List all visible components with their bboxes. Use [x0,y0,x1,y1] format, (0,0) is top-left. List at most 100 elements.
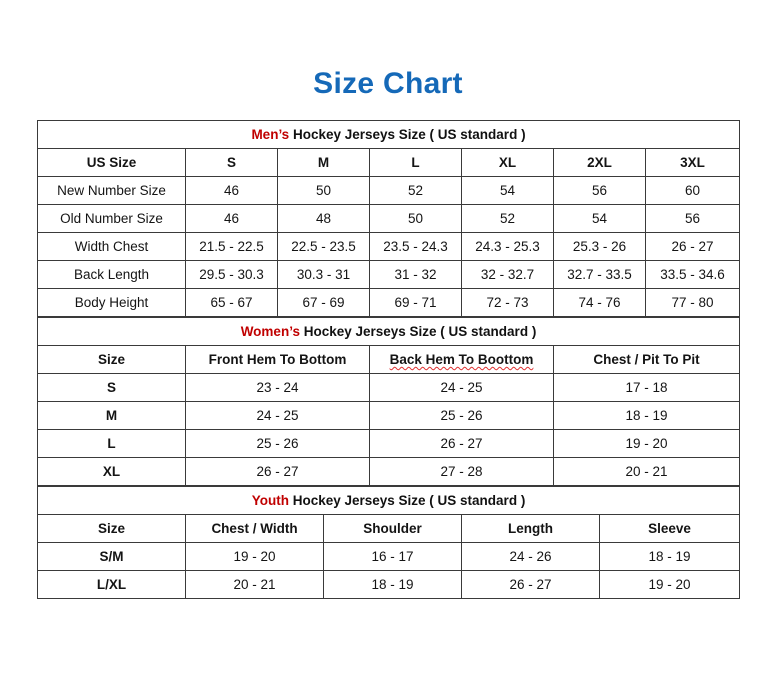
cell: 19 - 20 [598,570,741,599]
cell: 52 [369,176,462,205]
cell: 26 - 27 [461,570,600,599]
mens-col-header: S [185,148,278,177]
cell: 46 [185,204,278,233]
mens-col-header: US Size [37,148,186,177]
womens-col-header: Size [37,345,186,374]
row-label: M [37,401,186,430]
cell: 22.5 - 23.5 [277,232,370,261]
mens-col-header: XL [461,148,554,177]
cell: 23.5 - 24.3 [369,232,462,261]
youth-header-rest: Hockey Jerseys Size ( US standard ) [288,493,526,508]
cell: 17 - 18 [553,373,740,402]
cell: 60 [645,176,740,205]
mens-header-highlight: Men’s [251,127,290,142]
cell: 26 - 27 [369,429,554,458]
womens-section-header: Women’s Hockey Jerseys Size ( US standar… [37,317,740,346]
womens-column-header-row: Size Front Hem To Bottom Back Hem To Boo… [37,345,740,374]
cell: 26 - 27 [185,457,370,486]
youth-section-header-row: Youth Hockey Jerseys Size ( US standard … [36,486,741,515]
cell: 25 - 26 [369,401,554,430]
cell: 21.5 - 22.5 [185,232,278,261]
cell: 18 - 19 [553,401,740,430]
cell: 46 [185,176,278,205]
cell: 31 - 32 [369,260,462,289]
cell: 54 [553,204,646,233]
youth-header-highlight: Youth [251,493,289,508]
mens-column-header-row: US Size S M L XL 2XL 3XL [37,148,740,177]
table-row: Width Chest 21.5 - 22.5 22.5 - 23.5 23.5… [37,232,740,261]
cell: 56 [553,176,646,205]
cell: 19 - 20 [185,542,324,571]
cell: 27 - 28 [369,457,554,486]
mens-col-header: M [277,148,370,177]
mens-col-header: L [369,148,462,177]
cell: 50 [369,204,462,233]
mens-size-table: Men’s Hockey Jerseys Size ( US standard … [37,120,740,317]
womens-header-rest: Hockey Jerseys Size ( US standard ) [299,324,537,339]
row-label: Back Length [37,260,186,289]
cell: 24 - 26 [461,542,600,571]
mens-col-header: 3XL [645,148,740,177]
table-row: Back Length 29.5 - 30.3 30.3 - 31 31 - 3… [37,260,740,289]
youth-col-header: Sleeve [598,514,741,543]
womens-section-header-row: Women’s Hockey Jerseys Size ( US standar… [37,317,740,346]
page-title: Size Chart [313,67,463,100]
womens-col-header: Front Hem To Bottom [185,345,370,374]
cell: 74 - 76 [553,288,646,317]
row-label: Width Chest [37,232,186,261]
cell: 23 - 24 [185,373,370,402]
youth-section-header: Youth Hockey Jerseys Size ( US standard … [36,486,741,515]
row-label: Old Number Size [37,204,186,233]
cell: 26 - 27 [645,232,740,261]
cell: 30.3 - 31 [277,260,370,289]
table-row: S 23 - 24 24 - 25 17 - 18 [37,373,740,402]
mens-section-header: Men’s Hockey Jerseys Size ( US standard … [37,120,740,149]
cell: 52 [461,204,554,233]
cell: 32 - 32.7 [461,260,554,289]
cell: 18 - 19 [323,570,462,599]
cell: 20 - 21 [553,457,740,486]
cell: 29.5 - 30.3 [185,260,278,289]
cell: 18 - 19 [598,542,741,571]
womens-col-header: Back Hem To Boottom [369,345,554,374]
youth-col-header: Shoulder [323,514,462,543]
cell: 69 - 71 [369,288,462,317]
cell: 20 - 21 [185,570,324,599]
womens-col-header: Chest / Pit To Pit [553,345,740,374]
table-row: L/XL 20 - 21 18 - 19 26 - 27 19 - 20 [37,570,741,599]
table-row: L 25 - 26 26 - 27 19 - 20 [37,429,740,458]
cell: 16 - 17 [323,542,462,571]
cell: 77 - 80 [645,288,740,317]
table-row: M 24 - 25 25 - 26 18 - 19 [37,401,740,430]
mens-header-rest: Hockey Jerseys Size ( US standard ) [289,127,526,142]
row-label: L/XL [37,570,186,599]
cell: 72 - 73 [461,288,554,317]
cell: 24.3 - 25.3 [461,232,554,261]
cell: 65 - 67 [185,288,278,317]
womens-col-header-text: Back Hem To Boottom [389,352,534,367]
mens-section-header-row: Men’s Hockey Jerseys Size ( US standard … [37,120,740,149]
table-row: XL 26 - 27 27 - 28 20 - 21 [37,457,740,486]
row-label: S [37,373,186,402]
row-label: Body Height [37,288,186,317]
cell: 54 [461,176,554,205]
cell: 19 - 20 [553,429,740,458]
cell: 56 [645,204,740,233]
size-chart-tables: Men’s Hockey Jerseys Size ( US standard … [36,120,741,599]
cell: 48 [277,204,370,233]
cell: 25.3 - 26 [553,232,646,261]
cell: 32.7 - 33.5 [553,260,646,289]
youth-col-header: Size [37,514,186,543]
row-label: S/M [37,542,186,571]
row-label: New Number Size [37,176,186,205]
youth-col-header: Length [461,514,600,543]
table-row: New Number Size 46 50 52 54 56 60 [37,176,740,205]
row-label: XL [37,457,186,486]
cell: 50 [277,176,370,205]
cell: 25 - 26 [185,429,370,458]
cell: 33.5 - 34.6 [645,260,740,289]
row-label: L [37,429,186,458]
mens-col-header: 2XL [553,148,646,177]
cell: 24 - 25 [369,373,554,402]
